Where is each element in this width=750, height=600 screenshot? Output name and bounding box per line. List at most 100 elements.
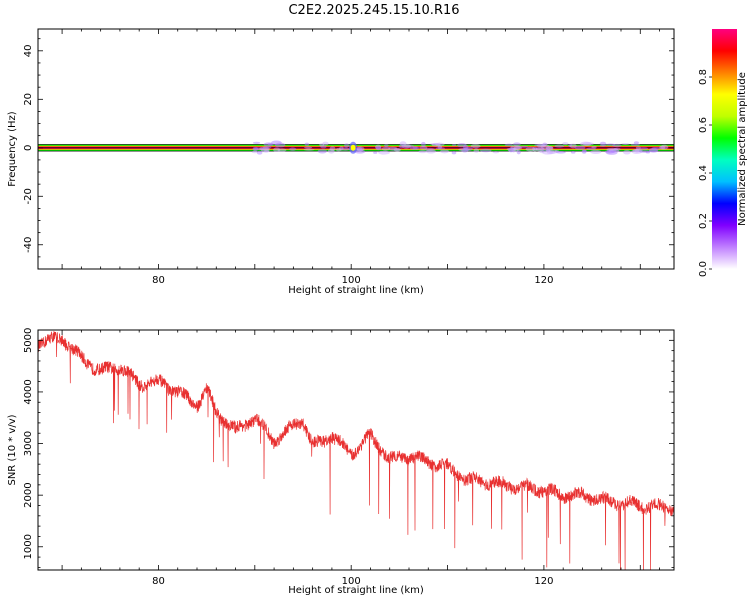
spectrogram-y-tick-label: -20 [23,188,34,204]
spectral-speckle [555,151,566,154]
spectral-speckle [463,146,473,151]
spectrogram-y-tick-label: 0 [23,145,34,151]
spectral-speckle [319,143,325,147]
spectrogram-x-ticks: 80 100 120 [61,29,660,286]
spectral-speckle [271,140,282,146]
spectral-speckle [421,141,426,147]
spectral-speckle [277,148,287,152]
spectral-speckle [562,142,569,146]
spectral-speckle [659,145,666,150]
snr-y-tick-label: 4000 [23,379,34,404]
spectral-speckle [574,145,586,150]
spectral-speckle [381,146,391,151]
colorbar-tick-label: 0.0 [698,261,709,277]
spectral-speckle [384,144,389,148]
spectral-speckle [356,146,365,152]
snr-x-ticks: 80 100 120 [61,330,660,587]
snr-x-tick-label: 120 [534,576,553,587]
spectral-speckle [425,149,437,154]
snr-y-ticks: 1000 2000 3000 4000 5000 [23,328,674,568]
spectral-speckle [504,143,514,147]
spectral-speckle [263,142,274,147]
spectrogram-y-tick-label: -40 [23,237,34,253]
spectral-speckle [536,144,547,148]
colorbar-gradient [712,29,737,269]
spectral-speckle [373,151,378,154]
spectral-speckle [398,144,405,149]
spectral-speckle [430,143,441,146]
spectral-speckle [519,145,529,148]
spectrogram-y-tick-label: 20 [23,93,34,106]
snr-y-tick-label: 2000 [23,482,34,507]
snr-x-tick-label: 100 [342,576,361,587]
snr-y-tick-label: 1000 [23,534,34,559]
spectral-speckle [582,142,594,146]
spectral-speckle [259,146,270,151]
snr-frame [37,329,675,571]
spectral-speckle [532,146,538,152]
spectrogram-x-tick-label: 80 [152,275,165,286]
snr-y-tick-label: 3000 [23,431,34,456]
spectrogram-y-label: Frequency (Hz) [7,111,18,187]
snr-plot-area [38,330,674,570]
spectrogram-x-label: Height of straight line (km) [288,285,424,296]
colorbar-label: Normalized spectral amplitude [737,72,748,226]
spectral-speckle [633,141,639,145]
spectral-speckle [548,149,558,154]
spectral-speckle [639,147,649,150]
colorbar-tick-label: 0.4 [698,165,709,181]
spectral-speckle [264,149,269,153]
spectral-speckle [649,147,658,153]
spectral-speckle [582,149,587,153]
spectral-speckle [622,149,631,155]
spectral-speckle [554,144,565,148]
spectral-speckle [606,147,619,151]
spectral-speckle [289,147,297,151]
snr-panel: 80 100 120 1000 2000 3000 4000 5000 Height of … [7,328,675,596]
spectral-speckle [591,146,597,149]
spectral-speckle [252,141,261,144]
spectral-speckle [473,148,480,153]
spectral-speckle [317,149,327,154]
spectral-speckle [570,151,576,154]
spectral-speckle [378,150,390,155]
spectral-speckle [492,151,500,154]
colorbar: 0.0 0.2 0.4 0.6 0.8 Normalized spectral ampl… [698,29,748,277]
spectral-speckle [327,148,335,154]
spectral-speckle [418,150,427,154]
spectral-speckle [605,143,616,146]
spectral-speckle [304,142,310,147]
snr-y-label: SNR (10 * v/v) [7,414,18,485]
spectral-speckle [451,143,457,147]
colorbar-tick-label: 0.6 [698,117,709,133]
snr-series-line [38,330,674,570]
colorbar-ticks: 0.0 0.2 0.4 0.6 0.8 [698,69,712,277]
spectrogram-frame [37,28,675,270]
spectral-speckle [457,143,467,148]
spectral-speckle [375,146,382,151]
spectrogram-x-tick-label: 100 [342,275,361,286]
spectral-speckle [393,148,401,152]
figure-title: C2E2.2025.245.15.10.R16 [288,3,459,18]
spectrogram-x-tick-label: 120 [534,275,553,286]
spectral-speckles [251,140,669,155]
spectral-speckle [341,147,350,151]
snr-x-tick-label: 80 [152,576,165,587]
spectral-speckle [599,141,607,146]
snr-y-tick-label: 5000 [23,328,34,353]
spectrogram-y-tick-label: 40 [23,44,34,57]
spectral-speckle [256,150,263,155]
spectral-speckle [251,150,258,154]
spectral-speckle [513,142,521,147]
spectral-speckle [419,145,428,150]
spectral-speckle [409,146,420,150]
snr-x-label: Height of straight line (km) [288,585,424,596]
spectral-speckle [479,148,492,153]
colorbar-tick-label: 0.8 [698,69,709,85]
spectral-speckle [451,151,457,155]
spectral-speckle [470,143,481,149]
spectral-speckle [590,149,602,154]
spectral-speckle [638,150,651,153]
spectral-speckle [303,148,315,151]
